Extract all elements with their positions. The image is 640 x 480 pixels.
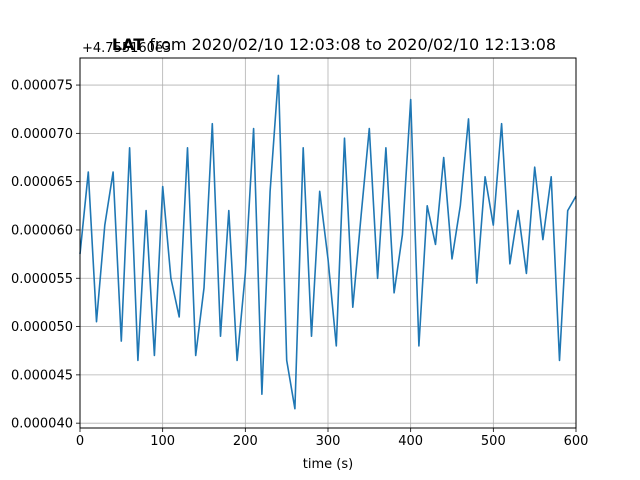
chart-title: LAT from 2020/02/10 12:03:08 to 2020/02/… bbox=[112, 35, 556, 54]
title-range: from 2020/02/10 12:03:08 to 2020/02/10 1… bbox=[144, 35, 556, 54]
y-tick-label: 0.000055 bbox=[11, 272, 73, 287]
x-tick-label: 500 bbox=[481, 434, 506, 449]
y-tick-label: 0.000045 bbox=[11, 368, 73, 383]
series-line bbox=[79, 74, 577, 410]
y-tick-label: 0.000050 bbox=[11, 320, 73, 335]
x-tick-label: 600 bbox=[564, 434, 589, 449]
title-variable: LAT bbox=[112, 35, 144, 54]
y-tick-label: 0.000065 bbox=[11, 175, 73, 190]
y-axis: 0.000040 0.000045 0.000050 0.000055 0.000060… bbox=[11, 79, 80, 432]
y-tick-label: 0.000070 bbox=[11, 127, 73, 142]
y-tick-label: 0.000040 bbox=[11, 417, 73, 432]
x-tick-label: 200 bbox=[233, 434, 258, 449]
y-tick-label: 0.000075 bbox=[11, 79, 73, 94]
x-tick-label: 0 bbox=[76, 434, 84, 449]
x-axis: 0 100 200 300 400 500 600 bbox=[76, 428, 589, 449]
y-offset-text: +4.755160e3 bbox=[82, 41, 171, 56]
series-layer bbox=[79, 74, 577, 410]
grid bbox=[79, 58, 577, 428]
y-tick-label: 0.000060 bbox=[11, 223, 73, 238]
x-axis-label: time (s) bbox=[303, 457, 353, 472]
x-tick-label: 400 bbox=[398, 434, 423, 449]
x-tick-label: 300 bbox=[316, 434, 341, 449]
x-tick-label: 100 bbox=[150, 434, 175, 449]
